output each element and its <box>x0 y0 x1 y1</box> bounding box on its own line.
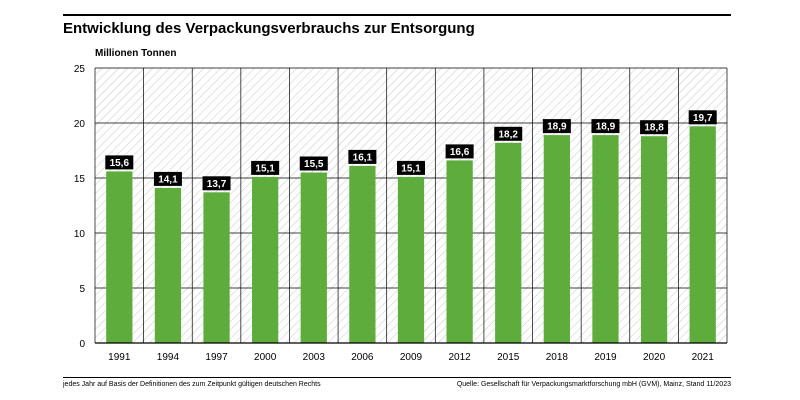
x-tick-label: 2012 <box>448 352 471 363</box>
y-tick-label: 5 <box>79 284 85 295</box>
data-label: 13,7 <box>207 179 227 190</box>
x-tick-label: 2020 <box>643 352 666 363</box>
data-label-box <box>445 144 474 159</box>
bar <box>592 135 619 343</box>
y-tick-label: 15 <box>74 174 86 185</box>
bar <box>203 192 230 343</box>
data-label: 15,6 <box>110 158 130 169</box>
y-tick-label: 10 <box>74 229 86 240</box>
bar <box>154 187 182 343</box>
bar <box>300 172 327 343</box>
data-label: 19,7 <box>693 113 713 124</box>
data-label: 18,9 <box>547 122 567 133</box>
data-label-box <box>153 171 182 186</box>
data-label-box <box>494 126 523 141</box>
bar <box>495 142 522 343</box>
data-label-box <box>299 156 328 171</box>
x-tick-label: 2015 <box>497 352 520 363</box>
data-label-box <box>202 176 231 191</box>
y-tick-label: 0 <box>79 339 85 350</box>
data-label-box <box>688 110 717 125</box>
y-tick-label: 25 <box>74 64 86 75</box>
data-label: 18,9 <box>596 122 616 133</box>
data-label-box <box>397 160 425 175</box>
x-tick-label: 2018 <box>546 352 569 363</box>
bar <box>543 135 570 343</box>
data-label-box <box>542 119 571 134</box>
footnote: jedes Jahr auf Basis der Definitionen de… <box>63 381 321 388</box>
data-label: 14,1 <box>158 174 178 185</box>
x-tick-label: 1997 <box>205 352 228 363</box>
data-label: 16,1 <box>353 152 373 163</box>
x-tick-label: 1991 <box>108 352 131 363</box>
bar <box>640 136 668 343</box>
bar <box>252 176 279 343</box>
x-tick-label: 2000 <box>254 352 277 363</box>
x-tick-label: 1994 <box>157 352 180 363</box>
bar <box>689 126 716 343</box>
bottom-rule <box>63 377 731 378</box>
x-tick-label: 2021 <box>692 352 715 363</box>
x-tick-label: 2009 <box>400 352 423 363</box>
data-label: 18,2 <box>498 129 518 140</box>
data-label-box <box>640 120 669 135</box>
y-tick-label: 20 <box>74 119 86 130</box>
x-tick-label: 2019 <box>594 352 617 363</box>
x-tick-label: 2003 <box>303 352 326 363</box>
bar <box>446 160 473 343</box>
data-label-box <box>251 160 280 175</box>
bar <box>349 165 376 343</box>
data-label: 15,5 <box>304 159 324 170</box>
data-label: 18,8 <box>644 123 664 134</box>
x-tick-label: 2006 <box>351 352 374 363</box>
y-axis-unit-label: Millionen Tonnen <box>95 48 177 59</box>
chart-title: Entwicklung des Verpackungsverbrauchs zu… <box>63 20 475 37</box>
data-label-box <box>348 149 377 164</box>
data-label: 15,1 <box>255 163 275 174</box>
data-label-box <box>591 119 620 134</box>
data-label: 15,1 <box>401 163 421 174</box>
top-rule <box>63 14 731 16</box>
bar <box>106 171 133 343</box>
bar <box>397 176 425 343</box>
source-note: Quelle: Gesellschaft für Verpackungsmark… <box>456 381 731 388</box>
data-label-box <box>105 155 134 170</box>
data-label: 16,6 <box>450 147 470 158</box>
